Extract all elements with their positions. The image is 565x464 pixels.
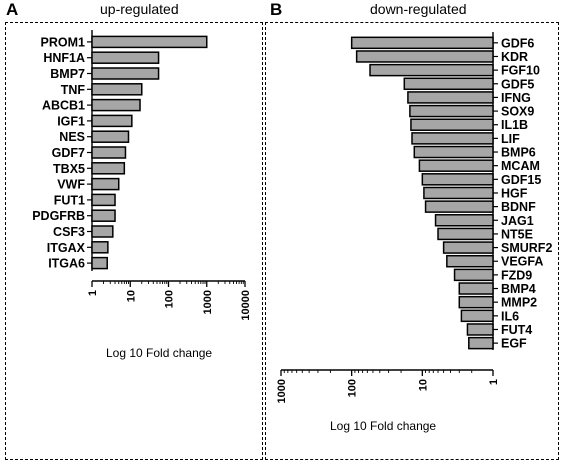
bar — [418, 159, 494, 172]
bar — [91, 146, 127, 159]
x-tick-label: 1 — [488, 379, 500, 385]
bar — [407, 91, 494, 104]
category-label: BMP6 — [501, 146, 536, 160]
category-label: TBX5 — [53, 162, 85, 176]
bar — [91, 256, 108, 270]
x-tick-label: 100 — [164, 290, 176, 308]
bar — [411, 132, 494, 145]
bar — [369, 63, 494, 77]
bar — [91, 241, 109, 254]
category-label: IL1B — [501, 118, 528, 132]
bar — [453, 268, 494, 282]
bar — [410, 118, 494, 131]
panel-a-title: up-regulated — [100, 1, 179, 17]
category-label: VEGFA — [501, 255, 543, 269]
bar — [460, 309, 494, 323]
category-label: NT5E — [501, 227, 533, 241]
x-tick-label: 100 — [347, 379, 359, 397]
bar — [434, 214, 494, 227]
bar — [91, 177, 120, 191]
panel-a-letter: A — [6, 0, 19, 19]
x-tick-label: 10 — [417, 379, 429, 391]
category-label: BMP7 — [50, 67, 85, 81]
bar — [91, 67, 160, 80]
bar — [423, 186, 494, 200]
bar — [91, 51, 160, 64]
category-label: IL6 — [501, 309, 519, 323]
category-label: GDF6 — [501, 36, 534, 50]
x-tick-label: 1000 — [276, 379, 288, 403]
x-tick-label: 10 — [125, 290, 137, 302]
category-label: MCAM — [501, 159, 540, 173]
category-label: PROM1 — [41, 35, 86, 49]
category-label: ITGAX — [47, 241, 86, 255]
category-label: KDR — [501, 50, 528, 64]
x-tick-label: 1 — [87, 290, 99, 296]
bar — [91, 114, 133, 128]
panel-b-x-axis-label: Log 10 Fold change — [330, 419, 437, 433]
bar — [437, 227, 494, 241]
bar — [458, 295, 494, 309]
x-tick-label: 10000 — [240, 290, 252, 321]
category-label: IGF1 — [57, 114, 85, 128]
bar — [413, 145, 494, 159]
bar — [424, 200, 494, 213]
bar — [91, 225, 114, 238]
category-label: HNF1A — [43, 51, 85, 65]
bar — [350, 36, 494, 50]
bar — [409, 104, 494, 118]
bar — [355, 50, 494, 63]
bar — [468, 336, 494, 350]
category-label: SOX9 — [501, 105, 534, 119]
category-label: PDGFRB — [32, 209, 85, 223]
bar — [421, 173, 494, 186]
category-label: IFNG — [501, 91, 531, 105]
category-label: FGF10 — [501, 64, 540, 78]
bar — [91, 130, 130, 143]
category-label: JAG1 — [501, 214, 534, 228]
category-label: GDF5 — [501, 77, 534, 91]
bar — [466, 323, 494, 336]
category-label: CSF3 — [53, 225, 85, 239]
category-label: MMP2 — [501, 296, 537, 310]
category-label: BMP4 — [501, 282, 536, 296]
x-tick-label: 1000 — [202, 290, 214, 314]
bar — [91, 35, 208, 49]
panel-b-letter: B — [270, 0, 283, 19]
category-label: LIF — [501, 132, 520, 146]
category-label: FUT1 — [54, 193, 85, 207]
category-label: NES — [59, 130, 85, 144]
bar — [91, 162, 126, 175]
category-label: BDNF — [501, 200, 536, 214]
category-label: GDF15 — [501, 173, 541, 187]
panel-b-frame — [265, 22, 559, 460]
bar — [91, 83, 143, 96]
category-label: EGF — [501, 337, 527, 351]
bar — [403, 77, 494, 91]
category-label: GDF7 — [52, 146, 85, 160]
bar — [91, 193, 116, 207]
category-label: ITGA6 — [48, 257, 85, 271]
panel-b-title: down-regulated — [370, 1, 467, 17]
panel-a-x-axis-label: Log 10 Fold change — [106, 346, 213, 360]
category-label: SMURF2 — [501, 241, 552, 255]
bar — [458, 282, 494, 295]
bar — [91, 98, 141, 112]
bar — [446, 254, 494, 268]
category-label: ABCB1 — [42, 99, 85, 113]
panel-a-frame — [5, 22, 263, 460]
category-label: VWF — [57, 178, 85, 192]
category-label: FUT4 — [501, 323, 532, 337]
bar — [91, 209, 116, 222]
category-label: HGF — [501, 186, 528, 200]
bar — [442, 241, 494, 254]
category-label: TNF — [61, 83, 86, 97]
category-label: FZD9 — [501, 268, 532, 282]
